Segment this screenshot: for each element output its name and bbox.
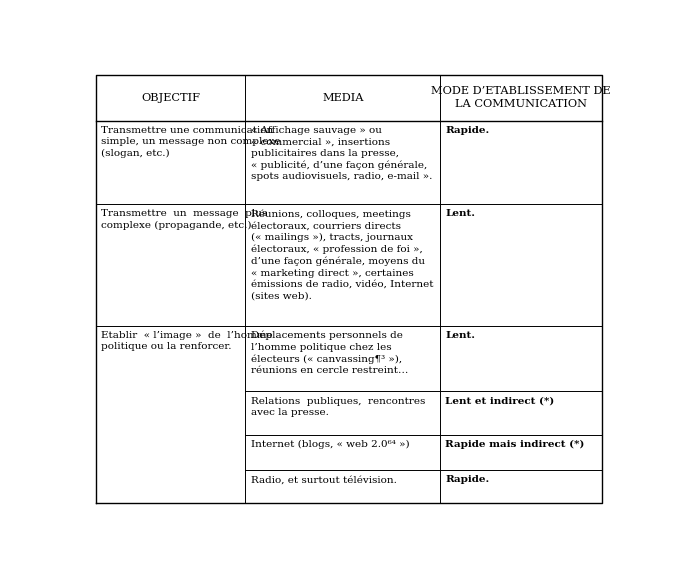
Text: « Affichage sauvage » ou
« commercial », insertions
publicitaires dans la presse: « Affichage sauvage » ou « commercial »,… [251, 126, 432, 181]
Text: MODE D’ETABLISSEMENT DE
LA COMMUNICATION: MODE D’ETABLISSEMENT DE LA COMMUNICATION [431, 86, 611, 109]
Text: Déplacements personnels de
l’homme politique chez les
électeurs (« canvassing¶³ : Déplacements personnels de l’homme polit… [251, 331, 408, 376]
Text: Relations  publiques,  rencontres
avec la presse.: Relations publiques, rencontres avec la … [251, 397, 425, 417]
Text: OBJECTIF: OBJECTIF [141, 93, 200, 103]
Text: Transmettre  un  message  plus
complexe (propagande, etc.): Transmettre un message plus complexe (pr… [101, 209, 268, 230]
Text: Lent et indirect (*): Lent et indirect (*) [445, 397, 554, 406]
Text: MEDIA: MEDIA [322, 93, 364, 103]
Text: Etablir  « l’image »  de  l’homme
politique ou la renforcer.: Etablir « l’image » de l’homme politique… [101, 331, 273, 351]
Text: Rapide.: Rapide. [445, 126, 489, 135]
Text: Radio, et surtout télévision.: Radio, et surtout télévision. [251, 475, 396, 484]
Text: Transmettre une communication
simple, un message non complexe
(slogan, etc.): Transmettre une communication simple, un… [101, 126, 281, 158]
Text: Rapide mais indirect (*): Rapide mais indirect (*) [445, 440, 585, 449]
Text: Rapide.: Rapide. [445, 475, 489, 484]
Text: Lent.: Lent. [445, 331, 475, 340]
Text: Internet (blogs, « web 2.0⁶⁴ »): Internet (blogs, « web 2.0⁶⁴ ») [251, 440, 409, 449]
Text: Réunions, colloques, meetings
électoraux, courriers directs
(« mailings »), trac: Réunions, colloques, meetings électoraux… [251, 209, 433, 300]
Text: Lent.: Lent. [445, 209, 475, 218]
